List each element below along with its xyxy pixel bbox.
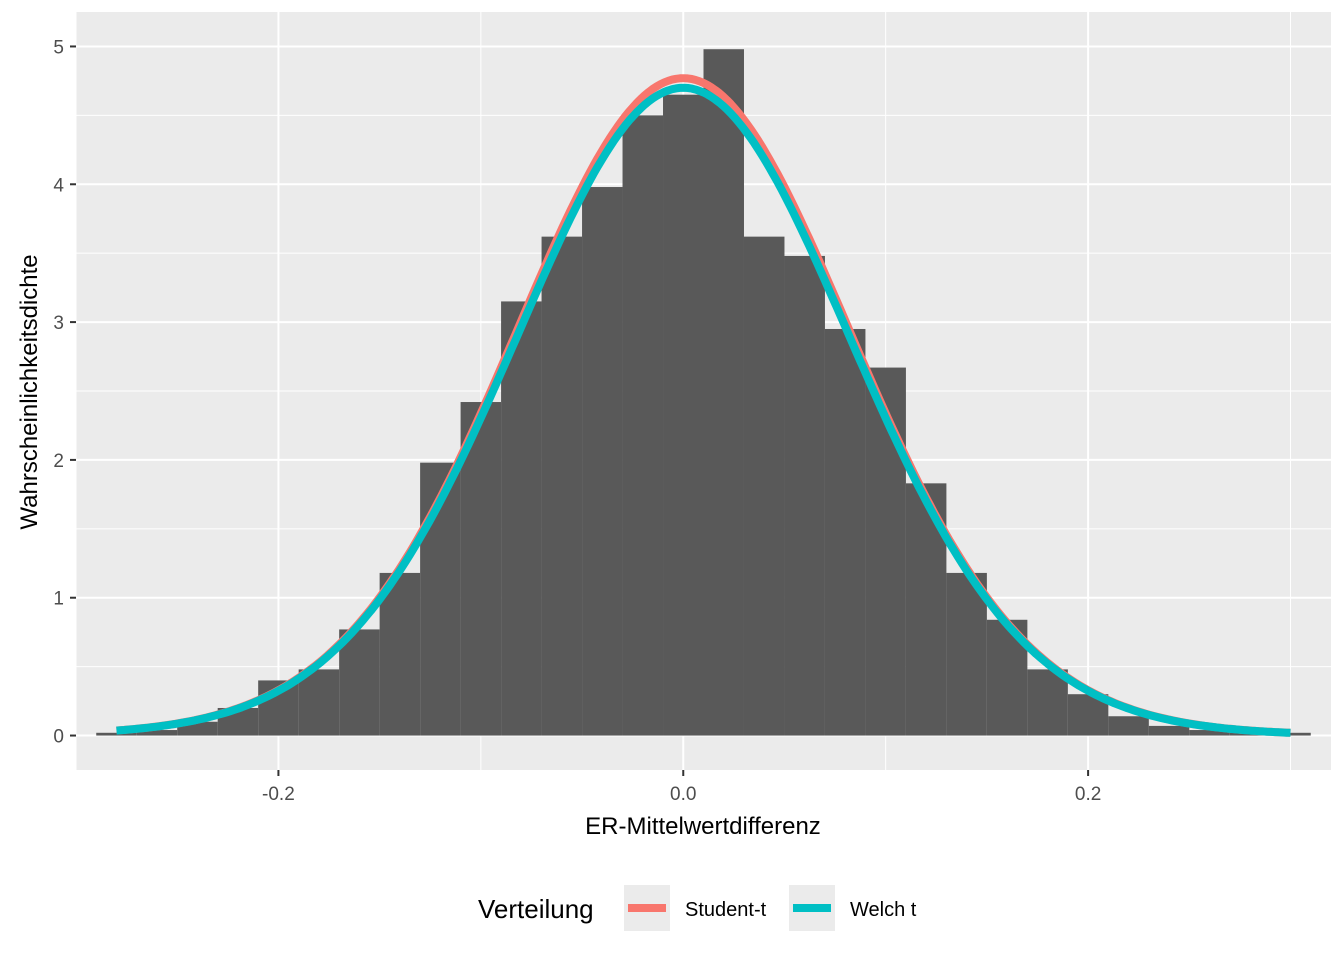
histogram-bar <box>379 572 421 736</box>
x-tick-label: 0.2 <box>1075 784 1101 805</box>
histogram-bar <box>501 301 542 736</box>
legend-label-student-t: Student-t <box>685 899 767 921</box>
y-tick-label: 0 <box>53 727 64 748</box>
histogram-bar <box>703 49 744 736</box>
histogram-bar <box>1108 716 1149 736</box>
histogram-bar <box>1148 725 1190 736</box>
histogram-bars <box>96 49 1311 736</box>
histogram-bar <box>946 572 987 736</box>
legend-title: Verteilung <box>478 894 594 924</box>
histogram-bar <box>1027 669 1068 736</box>
y-tick-label: 4 <box>53 175 64 196</box>
y-tick-label: 2 <box>53 451 64 472</box>
histogram-bar <box>298 669 340 736</box>
histogram-bar <box>96 732 137 736</box>
histogram-bar <box>136 730 178 736</box>
histogram-bar <box>663 94 704 736</box>
legend-label-welch-t: Welch t <box>850 899 917 921</box>
histogram-bar <box>460 402 502 736</box>
x-tick-label: 0.0 <box>670 784 696 805</box>
y-axis: 0 1 2 3 4 5 <box>53 37 76 748</box>
histogram-bar <box>824 328 866 736</box>
histogram-bar <box>339 629 380 736</box>
x-tick-label: -0.2 <box>262 784 295 805</box>
y-axis-title: Wahrscheinlichkeitsdichte <box>16 254 43 529</box>
density-curves <box>116 74 1291 737</box>
histogram-bar <box>622 115 664 736</box>
y-tick-label: 3 <box>53 313 64 334</box>
legend: Verteilung Student-t Welch t <box>478 885 917 931</box>
histogram-bar <box>784 255 825 736</box>
histogram-bar <box>1189 730 1230 736</box>
histogram-bar <box>1270 732 1311 736</box>
histogram-bar <box>865 367 906 736</box>
histogram-bar <box>582 187 623 736</box>
y-tick-label: 5 <box>53 37 64 58</box>
x-axis-title: ER-Mittelwertdifferenz <box>585 813 821 840</box>
histogram-bar <box>743 236 785 736</box>
density-curve-welch-t <box>116 83 1291 737</box>
histogram-bar <box>541 236 583 736</box>
y-tick-label: 1 <box>53 589 64 610</box>
x-axis: -0.2 0.0 0.2 <box>262 770 1101 805</box>
